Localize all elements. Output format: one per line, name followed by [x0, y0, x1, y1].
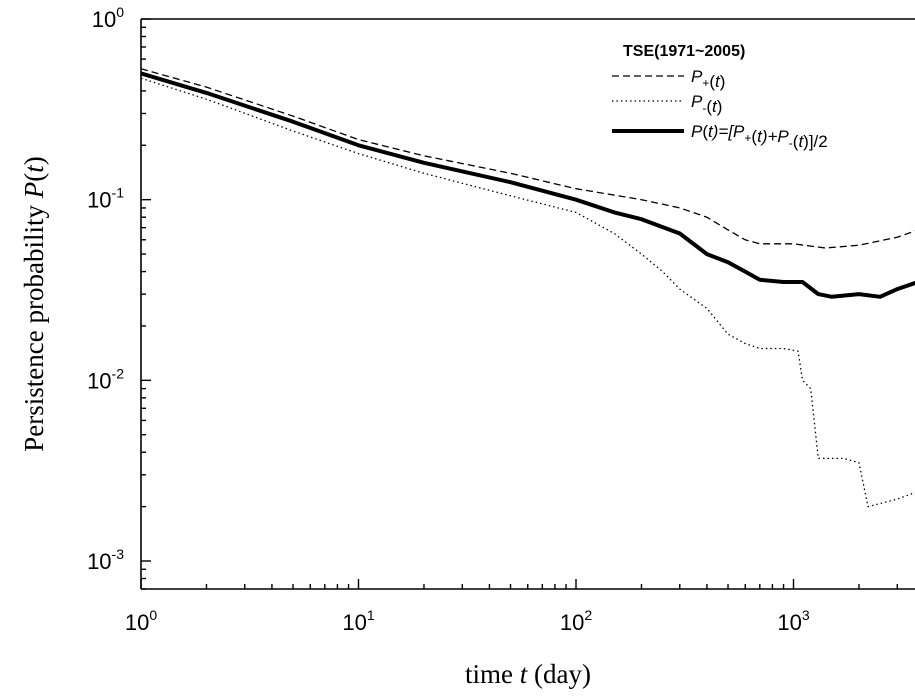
legend-label-p_plus: P+(t)	[691, 67, 725, 91]
x-tick-label: 103	[777, 607, 809, 635]
legend-label-p_minus: P-(t)	[691, 92, 722, 116]
y-tick-label: 10-2	[87, 365, 124, 393]
y-axis-label: Persistence probability P(t)	[19, 156, 49, 451]
x-tick-label: 101	[342, 607, 374, 635]
legend-label-p_avg: P(t)=[P+(t)+P-(t)]/2	[691, 122, 828, 151]
axis-ticks	[140, 18, 898, 590]
legend: TSE(1971~2005) P+(t)P-(t) P(t)=[P+(t)+P-(…	[612, 43, 828, 151]
x-tick-label: 102	[560, 607, 592, 635]
data-series	[141, 68, 915, 508]
axis-tick-labels: 100 101 102 103 100 10-1 10-2 10-3	[87, 4, 810, 635]
y-tick-label: 10-3	[87, 546, 124, 574]
legend-title: TSE(1971~2005)	[623, 43, 745, 60]
y-tick-label: 100	[92, 4, 124, 32]
series-p_avg	[141, 71, 915, 299]
y-tick-label: 10-1	[87, 185, 124, 213]
x-axis-label: time t (day)	[465, 659, 591, 689]
x-tick-label: 100	[125, 607, 157, 635]
series-p_plus	[141, 68, 915, 249]
